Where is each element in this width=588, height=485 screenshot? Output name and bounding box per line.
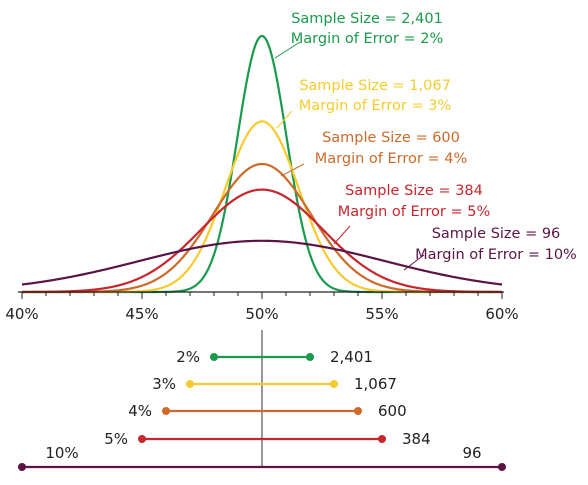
interval-size-label-1: 1,067 [354, 375, 397, 393]
annotation-leader-0 [274, 41, 301, 59]
interval-margin-label-3: 5% [104, 430, 128, 448]
interval-endpoint-left-2 [162, 407, 170, 415]
annotation-leader-2 [280, 163, 305, 177]
interval-endpoint-left-1 [186, 380, 194, 388]
sample-size-label-3: Sample Size = 384 [345, 183, 483, 199]
sample-size-label-1: Sample Size = 1,067 [299, 78, 451, 94]
interval-size-label-2: 600 [378, 402, 407, 420]
margin-of-error-label-0: Margin of Error = 2% [291, 31, 443, 47]
interval-endpoint-left-3 [138, 435, 146, 443]
sample-size-label-4: Sample Size = 96 [432, 226, 561, 242]
interval-margin-label-1: 3% [152, 375, 176, 393]
interval-margin-label-4: 10% [45, 444, 78, 462]
sample-size-label-2: Sample Size = 600 [322, 130, 460, 146]
interval-margin-label-2: 4% [128, 402, 152, 420]
interval-size-label-0: 2,401 [330, 348, 373, 366]
interval-margin-label-0: 2% [176, 348, 200, 366]
margin-of-error-label-3: Margin of Error = 5% [338, 204, 490, 220]
curve-line-4 [21, 239, 503, 286]
annotation-leader-4 [403, 254, 425, 271]
margin-of-error-label-2: Margin of Error = 4% [315, 151, 467, 167]
x-tick-label: 55% [365, 305, 398, 323]
x-tick-label: 60% [485, 305, 518, 323]
interval-size-label-4: 96 [462, 444, 481, 462]
curve-line-3 [22, 188, 502, 294]
margin-of-error-label-1: Margin of Error = 3% [299, 98, 451, 114]
interval-size-label-3: 384 [402, 430, 431, 448]
interval-endpoint-right-4 [498, 463, 506, 471]
interval-endpoint-left-0 [210, 353, 218, 361]
interval-endpoint-right-0 [306, 353, 314, 361]
sample-size-label-0: Sample Size = 2,401 [291, 11, 443, 27]
interval-endpoint-right-1 [330, 380, 338, 388]
annotation-leader-1 [276, 110, 293, 129]
margin-of-error-label-4: Margin of Error = 10% [415, 247, 577, 263]
interval-endpoint-right-2 [354, 407, 362, 415]
curve-line-2 [22, 162, 502, 294]
annotation-leader-3 [333, 225, 351, 245]
x-tick-label: 50% [245, 305, 278, 323]
interval-endpoint-right-3 [378, 435, 386, 443]
x-tick-label: 45% [125, 305, 158, 323]
interval-endpoint-left-4 [18, 463, 26, 471]
x-tick-label: 40% [5, 305, 38, 323]
